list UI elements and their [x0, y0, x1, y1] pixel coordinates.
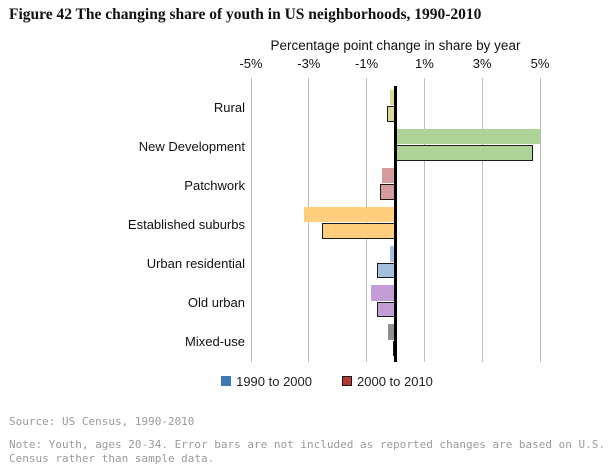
chart-legend: 1990 to 2000 2000 to 2010 — [180, 372, 474, 390]
legend-item: 1990 to 2000 — [221, 374, 312, 389]
bar — [376, 262, 396, 279]
bar — [370, 285, 396, 301]
gridline — [481, 78, 483, 362]
bar — [395, 145, 533, 161]
category-label: Mixed-use — [185, 334, 245, 350]
figure-footer: Source: US Census, 1990-2010 Note: Youth… — [9, 415, 607, 467]
x-axis-title: Percentage point change in share by year — [270, 38, 521, 53]
bar — [389, 89, 396, 105]
bar — [382, 167, 396, 184]
legend-swatch — [342, 376, 352, 386]
category-label: New Development — [138, 138, 245, 154]
bar — [376, 301, 396, 318]
legend-label: 2000 to 2010 — [357, 373, 433, 389]
bar — [321, 223, 396, 239]
legend-label: 1990 to 2000 — [236, 373, 312, 389]
legend-swatch — [221, 376, 232, 386]
bar — [388, 324, 396, 340]
category-label: Patchwork — [184, 177, 245, 193]
category-label: Old urban — [187, 295, 245, 311]
note-text: Note: Youth, ages 20-34. Error bars are … — [9, 437, 606, 466]
category-label: Urban residential — [146, 256, 245, 272]
figure-title: Figure 42 The changing share of youth in… — [9, 6, 482, 23]
x-tick-label: -5% — [239, 56, 263, 71]
x-tick-label: -3% — [297, 56, 321, 71]
zero-axis-line — [394, 86, 397, 362]
bar — [395, 128, 540, 145]
x-tick-label: 3% — [472, 56, 492, 71]
bar — [389, 246, 396, 262]
x-tick-label: 5% — [530, 56, 550, 71]
x-tick-label: -1% — [355, 56, 379, 71]
bar — [304, 206, 396, 223]
gridline — [423, 78, 425, 362]
gridline — [539, 78, 541, 362]
category-label: Established suburbs — [127, 217, 245, 232]
category-label: Rural — [213, 99, 245, 115]
gridline — [250, 78, 252, 362]
legend-item: 2000 to 2010 — [342, 374, 433, 389]
x-tick-label: 1% — [414, 56, 434, 71]
source-text: Source: US Census, 1990-2010 — [9, 415, 195, 428]
